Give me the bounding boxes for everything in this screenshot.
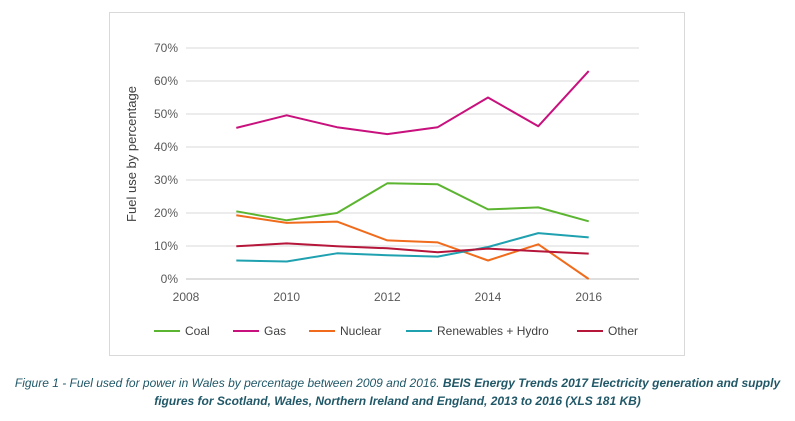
- x-tick-label: 2012: [374, 290, 401, 304]
- figure-caption: Figure 1 - Fuel used for power in Wales …: [0, 374, 795, 410]
- y-tick-label: 10%: [154, 239, 178, 253]
- series-line-nuclear: [236, 214, 590, 280]
- y-tick-label: 30%: [154, 173, 178, 187]
- x-tick-label: 2014: [475, 290, 502, 304]
- legend-label-renewables-hydro: Renewables + Hydro: [437, 324, 549, 338]
- series-line-renewables-hydro: [236, 232, 589, 263]
- chart-frame: 0% 10% 20% 30% 40% 50% 60% 70% 2008 2010 2012 2014 2…: [109, 12, 685, 356]
- legend-label-nuclear: Nuclear: [340, 324, 381, 338]
- series-line-gas: [236, 70, 590, 136]
- y-tick-label: 70%: [154, 41, 178, 55]
- gridlines: [186, 47, 639, 247]
- x-tick-label: 2016: [575, 290, 602, 304]
- y-tick-label: 50%: [154, 107, 178, 121]
- y-tick-label: 20%: [154, 206, 178, 220]
- y-tick-label: 0%: [161, 272, 179, 286]
- legend: Coal Gas Nuclear Renewables + Hydro Other: [154, 324, 638, 338]
- legend-label-other: Other: [608, 324, 638, 338]
- caption-description: Figure 1 - Fuel used for power in Wales …: [14, 376, 443, 390]
- legend-label-gas: Gas: [264, 324, 286, 338]
- line-chart: 0% 10% 20% 30% 40% 50% 60% 70% 2008 2010 2012 2014 2…: [124, 41, 639, 338]
- y-tick-label: 40%: [154, 140, 178, 154]
- legend-label-coal: Coal: [185, 324, 210, 338]
- y-axis-title: Fuel use by percentage: [124, 86, 139, 222]
- y-tick-label: 60%: [154, 74, 178, 88]
- series-line-other: [236, 242, 589, 255]
- x-tick-label: 2010: [273, 290, 300, 304]
- series-line-coal: [236, 182, 589, 223]
- caption-source[interactable]: BEIS Energy Trends 2017 Electricity gene…: [154, 376, 781, 408]
- axes: 0% 10% 20% 30% 40% 50% 60% 70% 2008 2010 2012 2014 2…: [154, 41, 639, 304]
- x-tick-label: 2008: [173, 290, 200, 304]
- series-lines: [236, 70, 590, 280]
